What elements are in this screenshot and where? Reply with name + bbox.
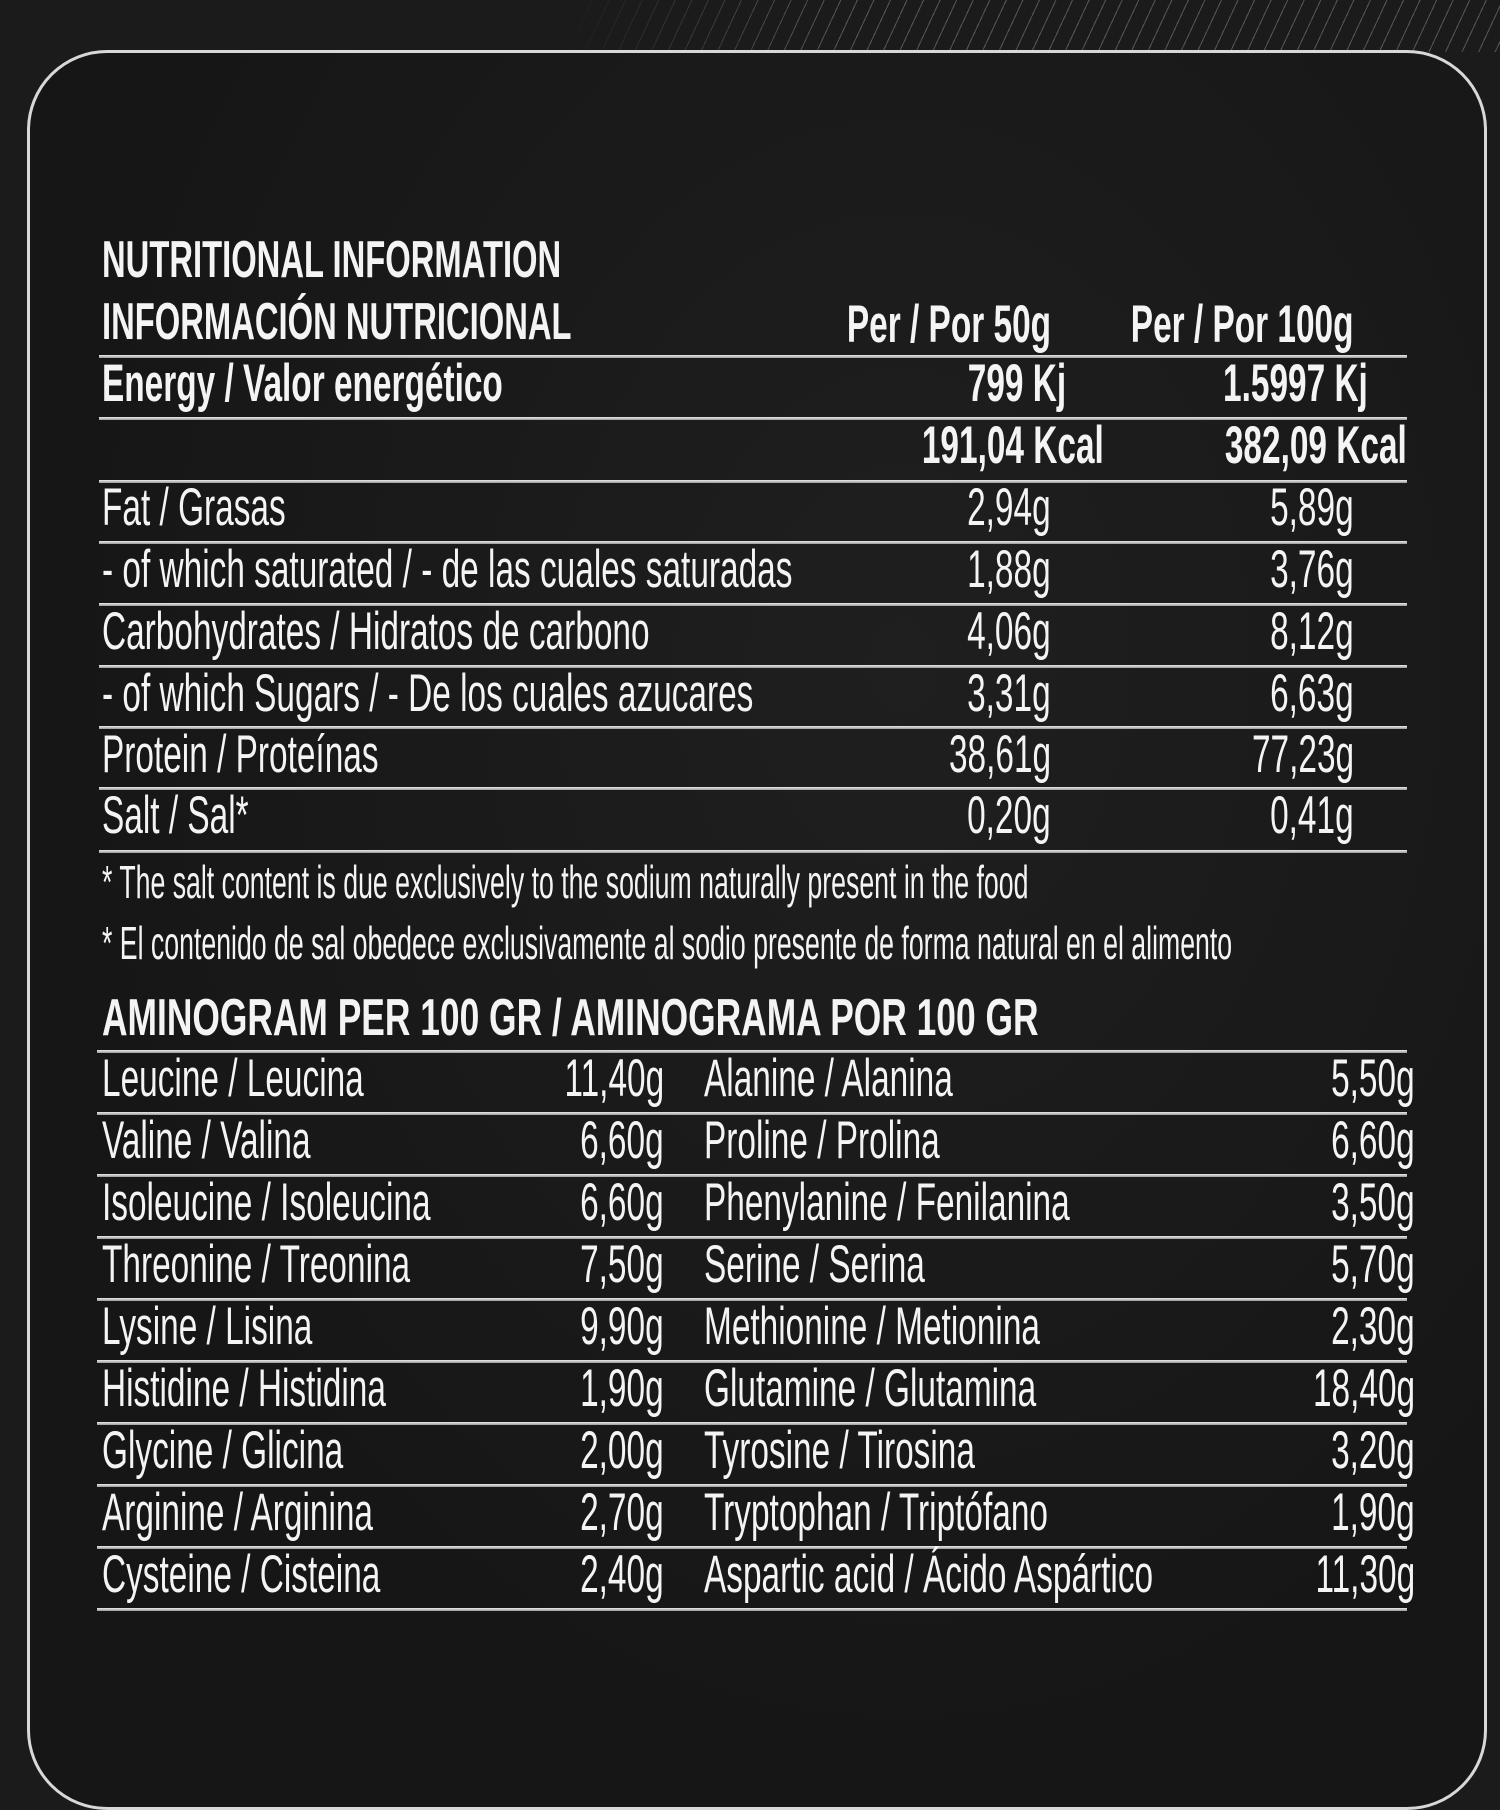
energy-kcal-50g: 191,04 Kcal <box>922 416 1104 475</box>
amino-acid-value: 1,90g <box>580 1359 664 1418</box>
amino-acid-label: Arginine / Arginina <box>102 1483 374 1542</box>
amino-acid-label: Phenylanine / Fenilanina <box>704 1173 1070 1232</box>
amino-acid-label: Methionine / Metionina <box>704 1297 1040 1356</box>
amino-acid-label: Valine / Valina <box>102 1111 311 1170</box>
amino-acid-value: 11,40g <box>564 1049 664 1108</box>
divider <box>97 1050 1407 1053</box>
amino-acid-value: 6,60g <box>1331 1111 1415 1170</box>
amino-acid-label: Alanine / Alanina <box>704 1049 953 1108</box>
amino-acid-value: 3,20g <box>1331 1421 1415 1480</box>
amino-acid-label: Histidine / Histidina <box>102 1359 386 1418</box>
nutrient-value-50g: 2,94g <box>967 478 1051 537</box>
amino-acid-value: 2,30g <box>1331 1297 1415 1356</box>
nutrient-label: - of which saturated / - de las cuales s… <box>102 540 793 599</box>
energy-kj-100g: 1.5997 Kj <box>1223 354 1368 413</box>
divider <box>97 1608 1407 1611</box>
amino-acid-label: Aspartic acid / Ácido Aspártico <box>704 1545 1154 1604</box>
amino-acid-value: 5,50g <box>1331 1049 1415 1108</box>
amino-acid-label: Lysine / Lisina <box>102 1297 313 1356</box>
nutrient-value-50g: 1,88g <box>967 540 1051 599</box>
energy-kcal-100g: 382,09 Kcal <box>1225 416 1407 475</box>
nutrient-value-100g: 8,12g <box>1270 602 1354 661</box>
divider <box>99 787 1407 790</box>
column-header-50g: Per / Por 50g <box>846 295 1051 354</box>
divider <box>99 541 1407 544</box>
nutrition-panel <box>27 50 1487 1810</box>
amino-acid-value: 9,90g <box>580 1297 664 1356</box>
nutrient-value-50g: 38,61g <box>948 725 1051 784</box>
amino-acid-value: 2,70g <box>580 1483 664 1542</box>
amino-acid-value: 2,40g <box>580 1545 664 1604</box>
amino-acid-value: 1,90g <box>1331 1483 1415 1542</box>
nutrient-value-100g: 3,76g <box>1270 540 1354 599</box>
divider <box>97 1484 1407 1487</box>
divider <box>99 355 1407 358</box>
nutrient-label: Carbohydrates / Hidratos de carbono <box>102 602 650 661</box>
footnote-en: * The salt content is due exclusively to… <box>102 856 1029 908</box>
decorative-stripes <box>560 0 1500 52</box>
divider <box>99 417 1407 420</box>
divider <box>97 1422 1407 1425</box>
divider <box>97 1174 1407 1177</box>
divider <box>99 665 1407 668</box>
title-es: INFORMACIÓN NUTRICIONAL <box>102 293 572 351</box>
nutrient-value-50g: 3,31g <box>967 664 1051 723</box>
divider <box>97 1298 1407 1301</box>
column-header-100g: Per / Por 100g <box>1131 295 1354 354</box>
amino-acid-value: 7,50g <box>580 1235 664 1294</box>
amino-acid-label: Threonine / Treonina <box>102 1235 411 1294</box>
amino-acid-value: 2,00g <box>580 1421 664 1480</box>
energy-kj-50g: 799 Kj <box>967 354 1066 413</box>
nutrient-value-100g: 5,89g <box>1270 478 1354 537</box>
nutrient-value-50g: 0,20g <box>967 786 1051 845</box>
nutrient-value-100g: 77,23g <box>1251 725 1354 784</box>
amino-acid-label: Isoleucine / Isoleucina <box>102 1173 431 1232</box>
nutrient-label: - of which Sugars / - De los cuales azuc… <box>102 664 754 723</box>
amino-acid-label: Proline / Prolina <box>704 1111 940 1170</box>
title-en: NUTRITIONAL INFORMATION <box>102 231 562 289</box>
amino-acid-value: 11,30g <box>1315 1545 1415 1604</box>
amino-acid-label: Glycine / Glicina <box>102 1421 344 1480</box>
divider <box>97 1236 1407 1239</box>
nutrient-label: Protein / Proteínas <box>102 725 379 784</box>
amino-acid-label: Serine / Serina <box>704 1235 925 1294</box>
footnote-es: * El contenido de sal obedece exclusivam… <box>102 917 1233 969</box>
amino-acid-label: Tryptophan / Triptófano <box>704 1483 1048 1542</box>
amino-acid-value: 5,70g <box>1331 1235 1415 1294</box>
energy-label: Energy / Valor energético <box>102 354 503 413</box>
divider <box>97 1360 1407 1363</box>
divider <box>97 1546 1407 1549</box>
amino-acid-value: 3,50g <box>1331 1173 1415 1232</box>
nutrient-label: Salt / Sal* <box>102 786 249 845</box>
divider <box>99 480 1407 483</box>
amino-acid-value: 18,40g <box>1312 1359 1415 1418</box>
nutrient-label: Fat / Grasas <box>102 478 286 537</box>
nutrient-value-100g: 0,41g <box>1270 786 1354 845</box>
amino-acid-label: Leucine / Leucina <box>102 1049 364 1108</box>
nutrient-value-100g: 6,63g <box>1270 664 1354 723</box>
amino-acid-value: 6,60g <box>580 1173 664 1232</box>
amino-acid-label: Tyrosine / Tirosina <box>704 1421 975 1480</box>
amino-acid-label: Glutamine / Glutamina <box>704 1359 1037 1418</box>
divider <box>99 726 1407 729</box>
amino-acid-label: Cysteine / Cisteina <box>102 1545 381 1604</box>
aminogram-title: AMINOGRAM PER 100 GR / AMINOGRAMA POR 10… <box>102 989 1039 1047</box>
divider <box>99 603 1407 606</box>
divider <box>99 850 1407 853</box>
amino-acid-value: 6,60g <box>580 1111 664 1170</box>
divider <box>97 1112 1407 1115</box>
nutrient-value-50g: 4,06g <box>967 602 1051 661</box>
